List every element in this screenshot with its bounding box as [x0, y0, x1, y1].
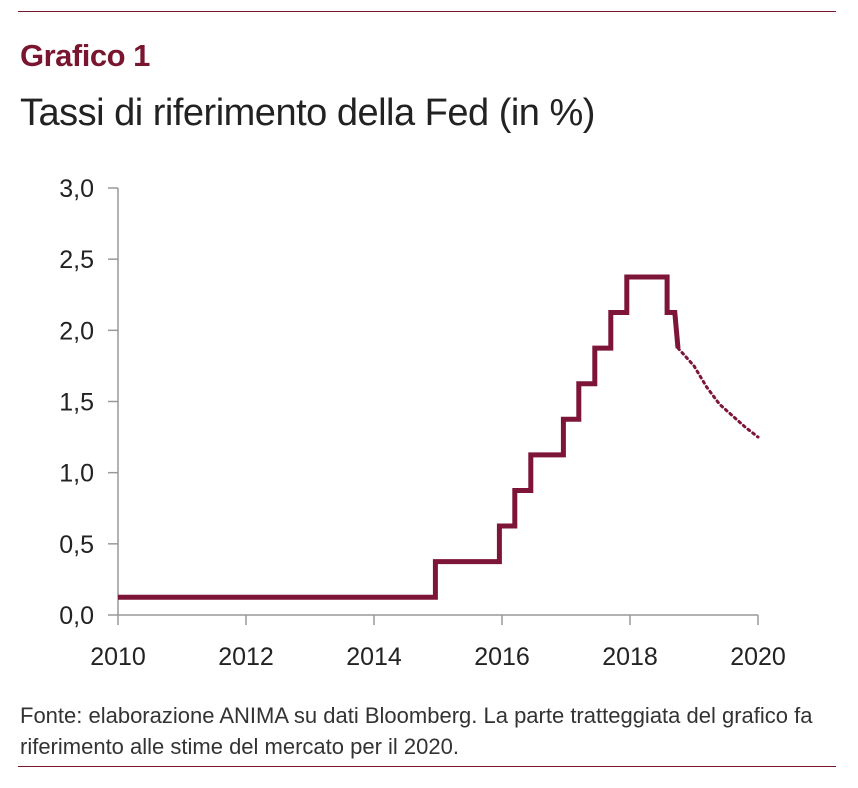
x-tick-label: 2020 — [730, 643, 786, 671]
x-tick-label: 2018 — [602, 643, 658, 671]
fed-rate-chart: 0,0 0,5 1,0 1,5 2,0 2,5 3,0 2010 2012 2014 2016 201… — [59, 175, 786, 671]
x-tick-label: 2014 — [346, 643, 402, 671]
y-tick-label: 0,0 — [59, 602, 94, 630]
x-tick-label: 2016 — [474, 643, 530, 671]
y-tick-label: 3,0 — [59, 175, 94, 203]
y-tick-label: 2,0 — [59, 317, 94, 345]
chart-kicker: Grafico 1 — [20, 38, 150, 73]
source-note: Fonte: elaborazione ANIMA su dati Bloomb… — [20, 703, 813, 759]
x-tick-label: 2010 — [90, 643, 146, 671]
x-tick-label: 2012 — [218, 643, 274, 671]
y-tick-label: 1,5 — [59, 389, 94, 417]
bottom-rule — [18, 766, 836, 767]
y-tick-label: 1,0 — [59, 460, 94, 488]
chart-title: Tassi di riferimento della Fed (in %) — [20, 92, 595, 134]
fed-rate-series-line — [118, 274, 681, 600]
estimate-series-line — [676, 346, 760, 439]
top-rule — [18, 11, 836, 12]
y-tick-label: 0,5 — [59, 531, 94, 559]
y-tick-label: 2,5 — [59, 246, 94, 274]
